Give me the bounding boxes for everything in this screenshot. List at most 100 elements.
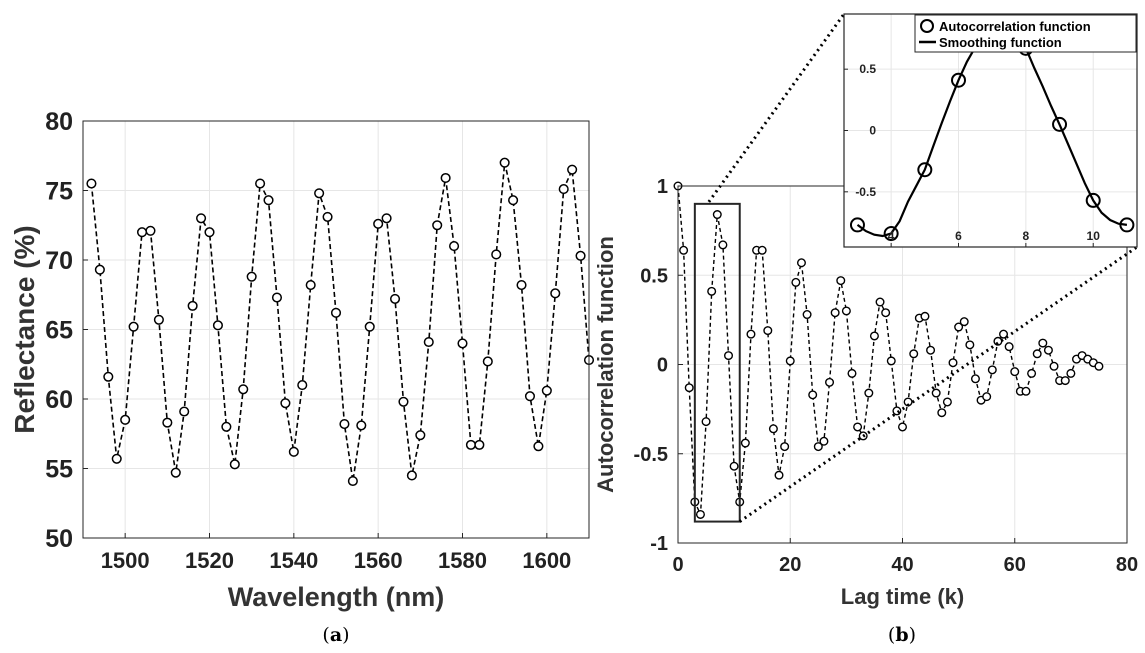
data-point-b (853, 422, 863, 432)
data-point-a (533, 441, 544, 452)
inset-y-tick-label: -0.5 (855, 185, 876, 199)
data-point-b (869, 331, 879, 341)
data-point-a (229, 459, 240, 470)
legend-label-smoothing: Smoothing function (939, 35, 1062, 50)
y-tick-label-b: -0.5 (634, 444, 668, 466)
data-point-a (330, 307, 342, 318)
x-tick-label-a: 1500 (101, 548, 150, 573)
data-point-b (892, 406, 902, 416)
y-tick-label-a: 50 (45, 525, 73, 553)
data-point-a (322, 211, 333, 222)
data-point-b (1021, 386, 1031, 396)
data-point-a (575, 250, 586, 261)
data-point-b (740, 438, 750, 448)
inset-x-tick-label: 4 (888, 229, 895, 243)
data-point-b (898, 422, 908, 432)
data-point-b (847, 368, 857, 378)
data-point-a (128, 321, 139, 332)
data-point-a (179, 406, 190, 417)
legend-box (914, 14, 1137, 53)
y-tick-label-b: 0.5 (640, 265, 668, 287)
y-tick-label-a: 80 (45, 108, 73, 136)
data-point-b (701, 417, 711, 427)
data-point-a (558, 184, 569, 195)
y-tick-label-a: 65 (45, 317, 73, 345)
caption-b: (b) (888, 624, 916, 646)
x-tick-label-a: 1600 (522, 548, 571, 573)
inset-x-tick-label: 8 (1023, 229, 1030, 243)
inset-y-tick-label: 0 (869, 124, 876, 138)
legend-marker-autocorrelation (920, 19, 934, 33)
inset-data-point (951, 72, 967, 88)
inset-data-point (1119, 217, 1135, 233)
data-point-a (305, 279, 316, 291)
data-point-a (389, 293, 401, 304)
data-point-b (1004, 342, 1014, 352)
data-point-b (796, 258, 806, 268)
data-point-a (381, 213, 392, 224)
data-point-a (423, 336, 434, 348)
data-point-b (1094, 361, 1104, 371)
data-point-b (729, 461, 739, 471)
data-point-a (474, 439, 485, 450)
data-point-b (970, 374, 980, 384)
data-point-a (508, 195, 519, 206)
panel-a: 1500 1520 1540 1560 1580 1600 50 55 60 65 70 75 80 Wa… (9, 108, 595, 646)
data-point-a (263, 195, 274, 206)
panel-b: 0 20 40 60 80 -1 -0.5 0 0.5 1 Lag time (k) Autocorr… (593, 176, 1138, 646)
data-point-b (999, 329, 1009, 339)
data-point-a (457, 338, 468, 349)
inset-x-tick-label: 10 (1087, 229, 1101, 243)
inset-data-point (917, 162, 933, 178)
data-point-a (271, 292, 283, 303)
data-point-b (875, 297, 885, 307)
data-point-b (931, 388, 941, 398)
data-point-a (246, 271, 257, 282)
data-point-b (864, 388, 874, 398)
data-point-a (238, 384, 249, 395)
data-point-b (1027, 368, 1037, 378)
inset-y-tick-label: 0.5 (859, 62, 876, 76)
data-point-b (881, 308, 891, 318)
data-point-a (111, 453, 122, 464)
x-axis-label-a: Wavelength (nm) (228, 582, 445, 612)
data-point-b (774, 470, 784, 480)
caption-letter-b: b (895, 624, 908, 646)
data-point-a (145, 225, 156, 236)
data-point-b (1038, 338, 1048, 348)
data-point-a (491, 249, 502, 260)
data-point-b (1060, 376, 1070, 386)
x-tick-label-b: 60 (1004, 554, 1026, 576)
data-point-b (836, 276, 846, 286)
data-point-a (86, 178, 97, 189)
data-point-b (987, 365, 997, 375)
data-point-a (364, 321, 375, 332)
data-point-a (499, 157, 510, 168)
y-axis-label-b: Autocorrelation function (593, 236, 618, 493)
data-point-b (813, 442, 823, 452)
data-point-b (819, 436, 829, 446)
data-point-a (440, 172, 451, 184)
data-point-b (802, 310, 812, 320)
data-point-b (1066, 368, 1076, 378)
x-tick-label-a: 1580 (438, 548, 487, 573)
caption-letter-a: a (330, 624, 342, 646)
x-axis-label-b: Lag time (k) (841, 584, 964, 609)
series-line-b (677, 185, 1100, 515)
data-point-b (707, 286, 717, 296)
data-point-a (187, 300, 198, 311)
data-point-b (909, 349, 919, 359)
data-point-b (830, 308, 840, 318)
data-point-b (791, 277, 801, 287)
inset-data-point (849, 217, 865, 233)
connector-line-top (707, 13, 846, 203)
highlight-box (693, 202, 741, 523)
data-point-b (1043, 345, 1053, 355)
data-point-a (465, 439, 476, 450)
data-point-a (255, 178, 266, 189)
y-tick-label-a: 55 (45, 456, 73, 484)
data-point-a (449, 241, 460, 252)
data-point-b (780, 442, 790, 452)
data-point-b (768, 424, 778, 434)
